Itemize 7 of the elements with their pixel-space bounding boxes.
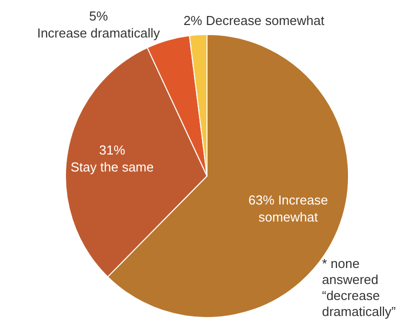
slice-label: 2% Decrease somewhat [183,13,325,28]
slice-label: 63% Increase somewhat [248,192,328,224]
data-label: 31% [99,142,126,158]
slice-label: Increase dramatically [37,26,160,41]
slice-label: Stay the same [70,160,154,175]
data-label: 5% [89,8,108,24]
text: * none answered “decrease dramatically” [322,256,397,319]
